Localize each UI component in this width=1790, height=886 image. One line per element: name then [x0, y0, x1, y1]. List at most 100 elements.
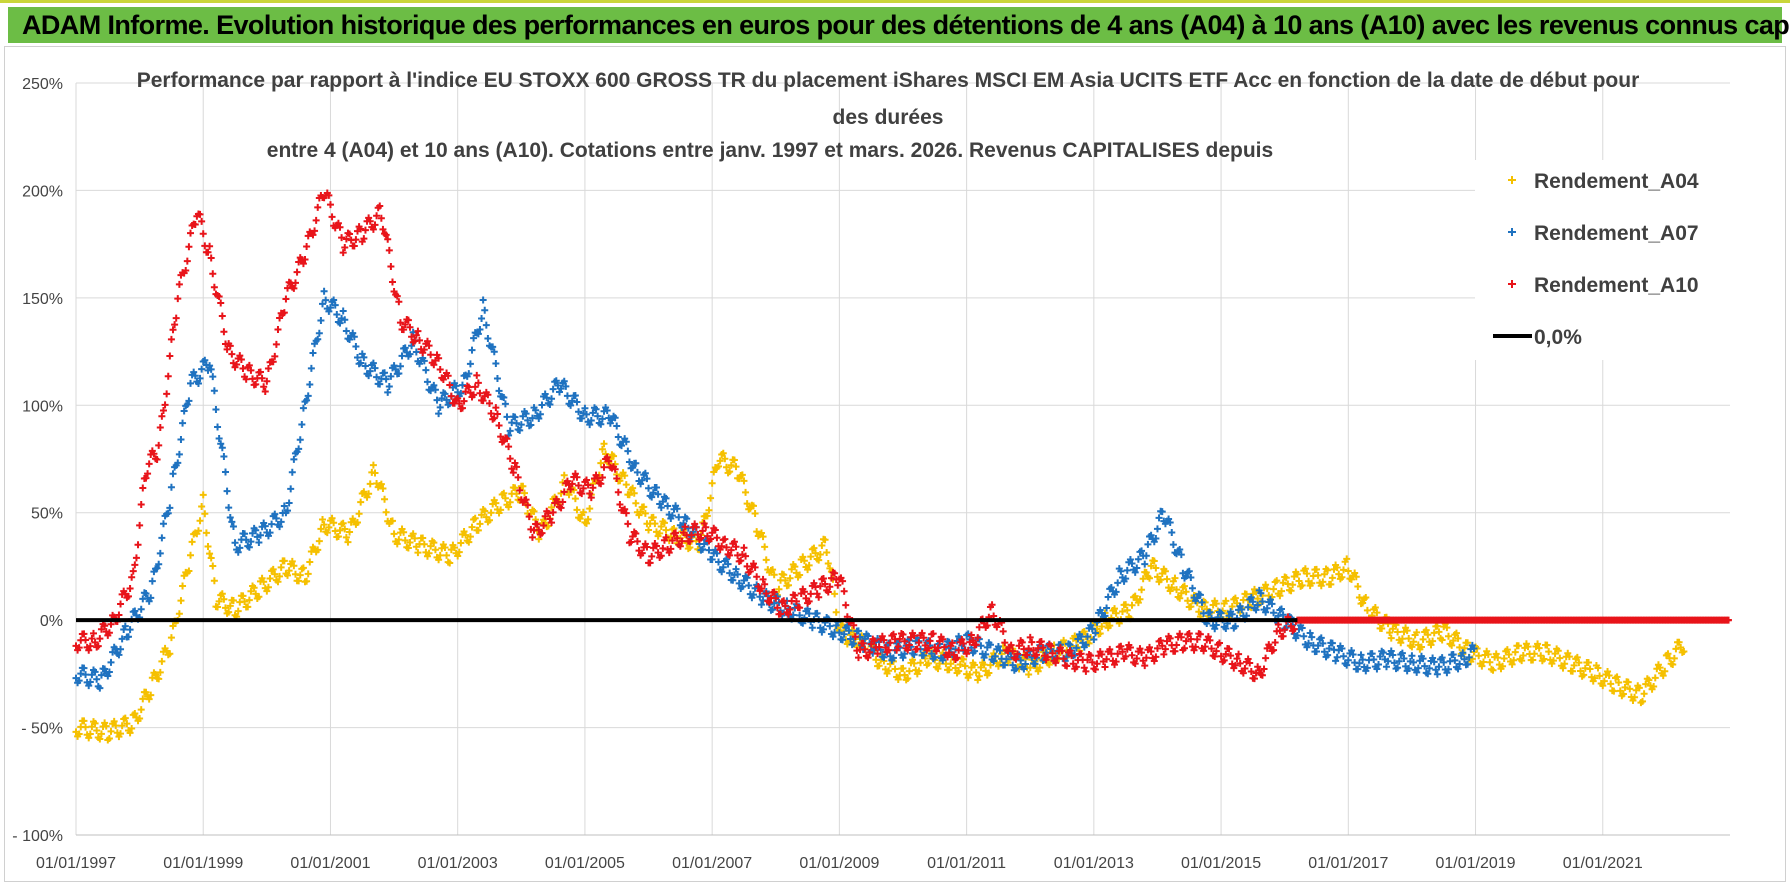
data-point [1452, 629, 1460, 637]
data-point [929, 630, 937, 638]
data-point [707, 535, 715, 543]
data-point [681, 523, 689, 531]
data-point [280, 557, 288, 565]
data-point [573, 398, 581, 406]
data-point [517, 421, 525, 429]
data-point [206, 550, 214, 558]
data-point [91, 719, 99, 727]
data-point [342, 235, 350, 243]
data-point [1430, 629, 1438, 637]
data-point [1142, 654, 1150, 662]
data-point [196, 517, 204, 525]
data-point [1344, 567, 1352, 575]
data-point [757, 529, 765, 537]
data-point [360, 235, 368, 243]
data-point [190, 368, 198, 376]
data-point [1642, 680, 1650, 688]
data-point [1293, 631, 1301, 639]
data-point [474, 379, 482, 387]
data-point [718, 568, 726, 576]
data-point [652, 484, 660, 492]
data-point [1072, 663, 1080, 671]
data-point [288, 557, 296, 565]
data-point [204, 248, 212, 256]
data-point [905, 641, 913, 649]
data-point [1549, 657, 1557, 665]
data-point [420, 540, 428, 548]
data-point [1599, 682, 1607, 690]
data-point [505, 443, 513, 451]
data-point [1640, 690, 1648, 698]
data-point [131, 607, 139, 615]
data-point [541, 390, 549, 398]
data-point [1136, 645, 1144, 653]
data-point [315, 537, 323, 545]
data-point [1435, 628, 1443, 636]
data-point [1591, 674, 1599, 682]
data-point [85, 682, 93, 690]
data-point [944, 653, 952, 661]
data-point [875, 643, 883, 651]
data-point [1397, 639, 1405, 647]
data-point [390, 362, 398, 370]
data-point [700, 520, 708, 528]
data-point [158, 412, 166, 420]
data-point [431, 386, 439, 394]
data-point [654, 490, 662, 498]
data-point [1419, 635, 1427, 643]
data-point [594, 412, 602, 420]
data-point [1233, 655, 1241, 663]
data-point [350, 242, 358, 250]
data-point [538, 401, 546, 409]
data-point [268, 520, 276, 528]
data-point [285, 499, 293, 507]
data-point [382, 508, 390, 516]
data-point [161, 401, 169, 409]
data-point [1575, 659, 1583, 667]
data-point [282, 295, 290, 303]
data-point [411, 534, 419, 542]
data-point [583, 410, 591, 418]
data-point [958, 636, 966, 644]
data-point [1052, 659, 1060, 667]
data-point [142, 589, 150, 597]
data-point [1072, 644, 1080, 652]
chart-title-line-3: entre 4 (A04) et 10 ans (A10). Cotations… [267, 139, 1273, 162]
data-point [815, 593, 823, 601]
data-point [1141, 560, 1149, 568]
data-point [1573, 653, 1581, 661]
data-point [990, 657, 998, 665]
data-point [226, 602, 234, 610]
data-point [1123, 566, 1131, 574]
data-point [832, 608, 840, 616]
data-point [476, 326, 484, 334]
data-point [1185, 630, 1193, 638]
data-point [1112, 658, 1120, 666]
data-point [1012, 655, 1020, 663]
data-point [1012, 665, 1020, 673]
data-point [145, 460, 153, 468]
data-point [1363, 606, 1371, 614]
data-point [1325, 645, 1333, 653]
data-point [1039, 644, 1047, 652]
data-point [80, 717, 88, 725]
data-point [124, 633, 132, 641]
data-point [1238, 606, 1246, 614]
data-point [400, 528, 408, 536]
data-point [1395, 657, 1403, 665]
data-point [813, 609, 821, 617]
data-point [649, 513, 657, 521]
data-point [209, 270, 217, 278]
data-point [1098, 622, 1106, 630]
data-point [1619, 690, 1627, 698]
data-point [1014, 650, 1022, 658]
data-point [396, 319, 404, 327]
data-point [229, 523, 237, 531]
data-point [1150, 557, 1158, 565]
data-point [1615, 678, 1623, 686]
data-point [1217, 652, 1225, 660]
data-point [260, 383, 268, 391]
data-point [330, 519, 338, 527]
data-point [611, 414, 619, 422]
data-point [1153, 525, 1161, 533]
